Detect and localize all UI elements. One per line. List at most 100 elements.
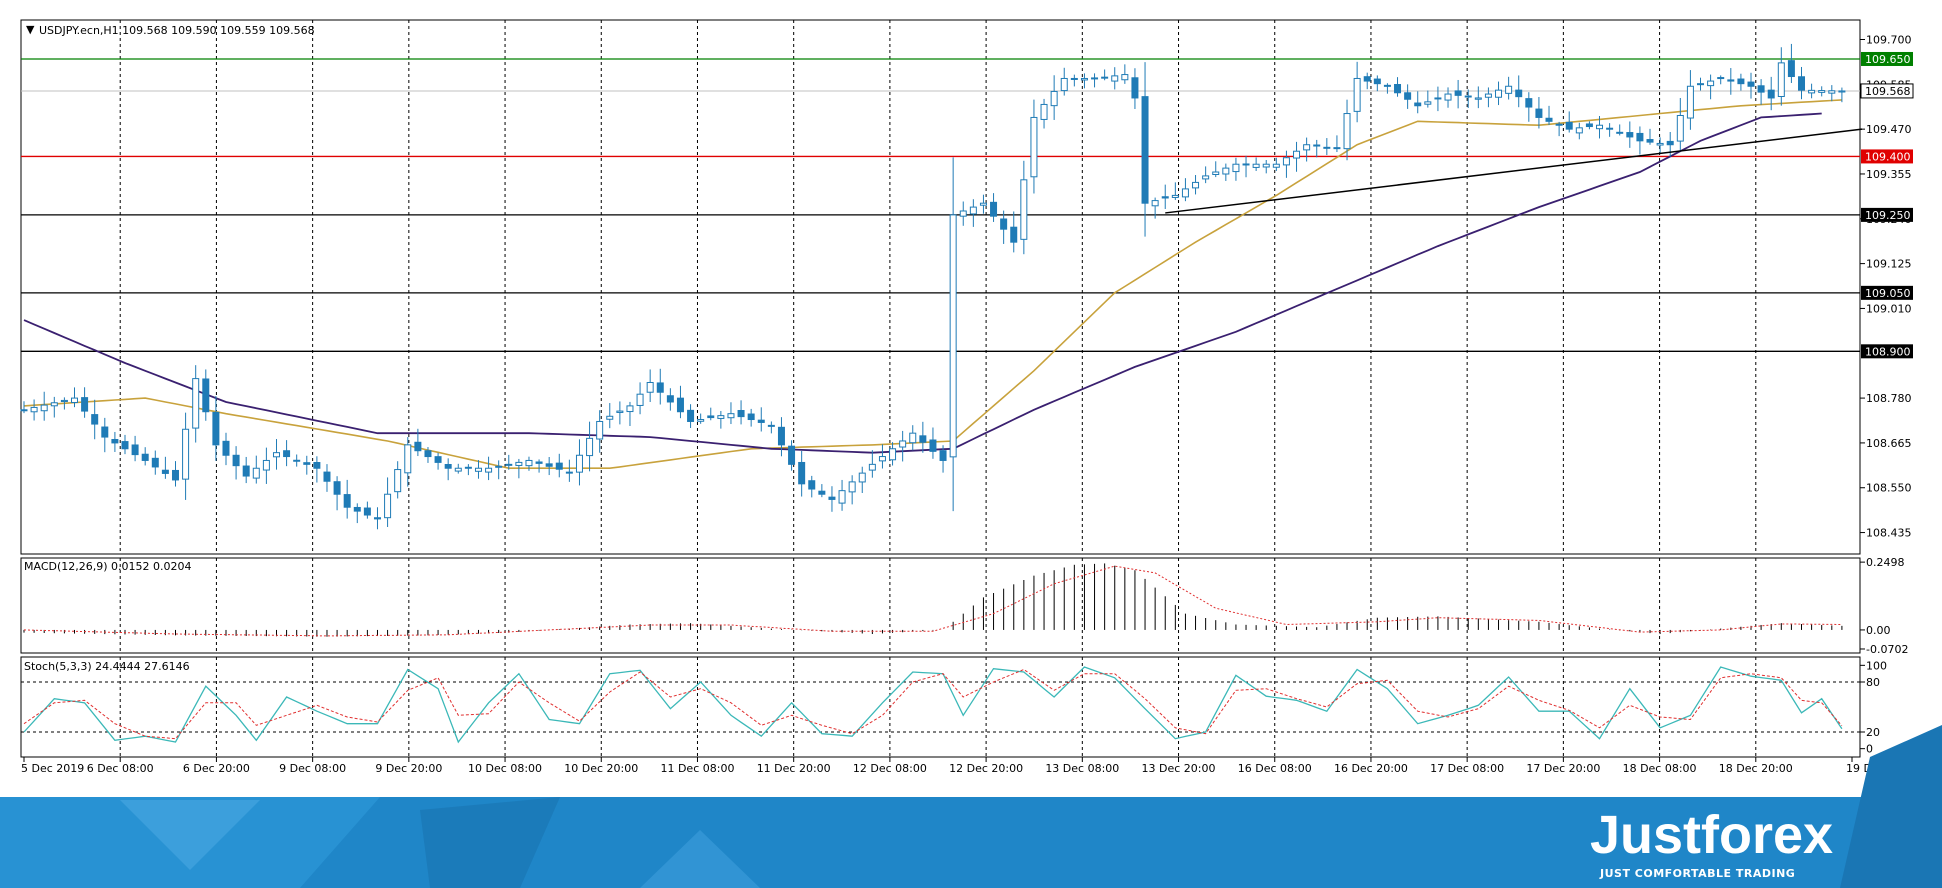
candle-body [363, 507, 371, 516]
candle-body [1828, 90, 1836, 94]
candle-body [1808, 89, 1816, 94]
candle-body [242, 465, 250, 477]
candle-body [747, 413, 755, 421]
candle-body [192, 378, 200, 429]
candle-body [1414, 102, 1422, 107]
candle-body [1303, 144, 1311, 151]
brand-tagline: JUST COMFORTABLE TRADING [1599, 867, 1795, 880]
candle-body [1101, 76, 1109, 79]
candle-body [1161, 196, 1169, 199]
macd-histogram [23, 563, 1843, 637]
candle-body [424, 450, 432, 458]
candle-body [1596, 124, 1604, 130]
candle-body [939, 450, 947, 461]
candle-body [1838, 90, 1846, 93]
candle-body [1606, 127, 1614, 130]
candle-body [1333, 147, 1341, 150]
candlesticks [20, 43, 1846, 530]
time-axis-label: 10 Dec 20:00 [564, 762, 638, 775]
level-price-tag [1861, 149, 1913, 164]
candle-body [40, 404, 48, 412]
candle-body [495, 465, 503, 468]
candle-body [1232, 163, 1240, 173]
level-price-tag [1861, 285, 1913, 300]
candle-body [1020, 179, 1028, 240]
candle-body [1454, 90, 1462, 96]
candle-body [899, 440, 907, 448]
time-axis-label: 12 Dec 20:00 [949, 762, 1023, 775]
candle-body [1575, 127, 1583, 134]
time-axis-label: 16 Dec 20:00 [1334, 762, 1408, 775]
candle-body [1646, 139, 1654, 143]
candle-body [1474, 97, 1482, 100]
candle-body [1262, 163, 1270, 168]
candle-body [535, 461, 543, 464]
candle-body [555, 462, 563, 470]
candle-body [1686, 85, 1694, 119]
candle-body [788, 445, 796, 465]
candle-body [1070, 77, 1078, 80]
price-axis-label: 109.010 [1866, 302, 1912, 315]
candle-body [1353, 77, 1361, 112]
candle-body [343, 494, 351, 508]
candle-body [464, 466, 472, 469]
time-axis-label: 6 Dec 08:00 [87, 762, 154, 775]
footer-shape [420, 797, 560, 888]
stoch-main-line [23, 666, 1843, 744]
candle-body [848, 481, 856, 493]
candle-body [757, 419, 765, 423]
collapse-triangle-icon[interactable]: ▼ [26, 23, 35, 36]
candle-body [1242, 163, 1250, 166]
level-price-label: 109.650 [1865, 53, 1911, 66]
macd-signal-line [23, 565, 1842, 637]
time-axis: 5 Dec 2019 6 Dec 08:00 6 Dec 20:00 9 Dec 08… [21, 757, 1920, 775]
stoch-panel [20, 656, 1861, 758]
candle-body [1818, 90, 1826, 93]
candle-body [1656, 142, 1664, 146]
candle-body [161, 469, 169, 474]
candle-body [1111, 75, 1119, 82]
candle-body [1555, 123, 1563, 126]
candle-body [131, 444, 139, 456]
candle-body [1545, 117, 1553, 122]
candle-body [60, 399, 68, 403]
candle-body [1787, 60, 1795, 78]
candle-body [687, 409, 695, 422]
price-panel [20, 19, 1861, 555]
footer-shape [120, 800, 260, 870]
stoch-title: Stoch(5,3,3) 24.4444 27.6146 [24, 660, 190, 673]
trendline-segment [1165, 128, 1863, 214]
candle-body [70, 397, 78, 403]
candle-body [1212, 171, 1220, 175]
level-price-tag [1861, 344, 1913, 359]
candle-body [707, 415, 715, 419]
candle-body [1747, 81, 1755, 87]
stoch-axis-label: 0 [1866, 743, 1873, 756]
time-axis-label: 17 Dec 08:00 [1430, 762, 1504, 775]
candle-body [252, 467, 260, 479]
candle-body [1323, 146, 1331, 149]
macd-signal-line [23, 565, 1842, 637]
candle-body [1192, 181, 1200, 189]
stoch-lines [23, 666, 1843, 744]
price-axis-label: 109.355 [1866, 168, 1912, 181]
candle-body [30, 406, 38, 413]
candle-body [727, 413, 735, 419]
candle-body [1060, 77, 1068, 92]
time-axis-label: 13 Dec 20:00 [1142, 762, 1216, 775]
time-axis-label: 9 Dec 20:00 [375, 762, 442, 775]
candle-body [171, 469, 179, 481]
candle-body [1121, 74, 1129, 81]
footer-shape [1840, 725, 1942, 888]
candle-body [596, 420, 604, 440]
candle-body [1141, 96, 1149, 204]
candle-body [232, 454, 240, 467]
candle-body [1535, 108, 1543, 118]
candle-body [626, 405, 634, 413]
candle-body [1525, 98, 1533, 108]
footer-banner: Justforex JUST COMFORTABLE TRADING [0, 725, 1942, 888]
macd-axis-label: 0.2498 [1866, 556, 1905, 569]
candle-body [1010, 226, 1018, 243]
